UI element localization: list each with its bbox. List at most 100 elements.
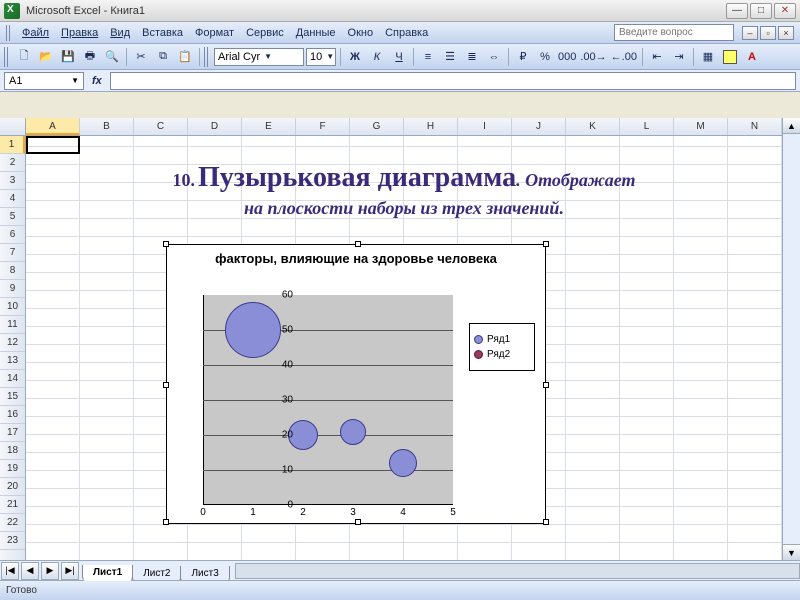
preview-icon[interactable]: 🔍: [102, 47, 122, 67]
row-header[interactable]: 8: [0, 262, 25, 280]
menu-view[interactable]: Вид: [104, 25, 136, 41]
column-header[interactable]: B: [80, 118, 134, 135]
comma-icon[interactable]: 000: [557, 47, 577, 67]
toolbar-grip[interactable]: [204, 47, 210, 67]
maximize-button[interactable]: □: [750, 3, 772, 19]
name-box[interactable]: A1▼: [4, 72, 84, 90]
menu-data[interactable]: Данные: [290, 25, 342, 41]
column-header[interactable]: F: [296, 118, 350, 135]
menu-help[interactable]: Справка: [379, 25, 434, 41]
column-header[interactable]: M: [674, 118, 728, 135]
embedded-chart[interactable]: факторы, влияющие на здоровье человека Р…: [166, 244, 546, 524]
toolbar-grip[interactable]: [6, 25, 12, 41]
horizontal-scrollbar[interactable]: [235, 563, 800, 579]
menu-format[interactable]: Формат: [189, 25, 240, 41]
font-name-combo[interactable]: Arial Cyr▼: [214, 48, 304, 66]
chart-legend[interactable]: Ряд1 Ряд2: [469, 323, 535, 371]
tab-first-button[interactable]: |◀: [1, 562, 19, 580]
increase-indent-icon[interactable]: ⇥: [669, 47, 689, 67]
align-left-icon[interactable]: ≡: [418, 47, 438, 67]
menu-file[interactable]: Файл: [16, 25, 55, 41]
menu-tools[interactable]: Сервис: [240, 25, 290, 41]
paste-icon[interactable]: 📋: [175, 47, 195, 67]
currency-icon[interactable]: ₽: [513, 47, 533, 67]
increase-decimal-icon[interactable]: .00→: [579, 47, 607, 67]
scroll-down-button[interactable]: ▼: [783, 544, 800, 560]
menu-insert[interactable]: Вставка: [136, 25, 189, 41]
close-button[interactable]: ✕: [774, 3, 796, 19]
align-right-icon[interactable]: ≣: [462, 47, 482, 67]
bold-button[interactable]: Ж: [345, 47, 365, 67]
row-header[interactable]: 18: [0, 442, 25, 460]
menu-window[interactable]: Окно: [342, 25, 380, 41]
percent-icon[interactable]: %: [535, 47, 555, 67]
cut-icon[interactable]: ✂: [131, 47, 151, 67]
row-header[interactable]: 16: [0, 406, 25, 424]
selection-handle[interactable]: [163, 241, 169, 247]
fill-color-icon[interactable]: [720, 47, 740, 67]
bubble-point[interactable]: [389, 449, 417, 477]
merge-center-icon[interactable]: ⇔: [484, 47, 504, 67]
column-header[interactable]: L: [620, 118, 674, 135]
selection-handle[interactable]: [543, 241, 549, 247]
sheet-tab[interactable]: Лист1: [82, 565, 133, 581]
font-color-icon[interactable]: A: [742, 47, 762, 67]
column-header[interactable]: G: [350, 118, 404, 135]
row-header[interactable]: 4: [0, 190, 25, 208]
row-header[interactable]: 14: [0, 370, 25, 388]
selection-handle[interactable]: [543, 519, 549, 525]
italic-button[interactable]: К: [367, 47, 387, 67]
worksheet-grid[interactable]: ABCDEFGHIJKLMN 1234567891011121314151617…: [0, 118, 800, 560]
scroll-up-button[interactable]: ▲: [783, 118, 800, 134]
formula-input[interactable]: [110, 72, 796, 90]
row-header[interactable]: 6: [0, 226, 25, 244]
align-center-icon[interactable]: ☰: [440, 47, 460, 67]
column-header[interactable]: H: [404, 118, 458, 135]
selection-handle[interactable]: [163, 519, 169, 525]
column-header[interactable]: I: [458, 118, 512, 135]
row-header[interactable]: 20: [0, 478, 25, 496]
mdi-minimize-button[interactable]: –: [742, 26, 758, 40]
fx-button[interactable]: fx: [88, 75, 106, 87]
selection-handle[interactable]: [543, 382, 549, 388]
save-icon[interactable]: 💾: [58, 47, 78, 67]
row-header[interactable]: 23: [0, 532, 25, 550]
row-header[interactable]: 11: [0, 316, 25, 334]
mdi-close-button[interactable]: ×: [778, 26, 794, 40]
new-icon[interactable]: 🗋: [14, 47, 34, 67]
tab-last-button[interactable]: ▶|: [61, 562, 79, 580]
vertical-scrollbar[interactable]: ▲ ▼: [782, 118, 800, 560]
toolbar-grip[interactable]: [4, 47, 10, 67]
menu-edit[interactable]: Правка: [55, 25, 104, 41]
copy-icon[interactable]: ⧉: [153, 47, 173, 67]
row-header[interactable]: 17: [0, 424, 25, 442]
column-header[interactable]: K: [566, 118, 620, 135]
row-header[interactable]: 21: [0, 496, 25, 514]
ask-a-question-input[interactable]: [614, 24, 734, 41]
row-header[interactable]: 19: [0, 460, 25, 478]
open-icon[interactable]: 📂: [36, 47, 56, 67]
column-header[interactable]: N: [728, 118, 782, 135]
row-header[interactable]: 3: [0, 172, 25, 190]
underline-button[interactable]: Ч: [389, 47, 409, 67]
tab-prev-button[interactable]: ◀: [21, 562, 39, 580]
select-all-corner[interactable]: [0, 118, 26, 136]
selection-handle[interactable]: [355, 241, 361, 247]
column-header[interactable]: C: [134, 118, 188, 135]
selection-handle[interactable]: [163, 382, 169, 388]
column-header[interactable]: E: [242, 118, 296, 135]
print-icon[interactable]: 🖶: [80, 47, 100, 67]
row-header[interactable]: 13: [0, 352, 25, 370]
tab-next-button[interactable]: ▶: [41, 562, 59, 580]
row-header[interactable]: 22: [0, 514, 25, 532]
decrease-indent-icon[interactable]: ⇤: [647, 47, 667, 67]
row-header[interactable]: 1: [0, 136, 25, 154]
mdi-restore-button[interactable]: ▫: [760, 26, 776, 40]
borders-icon[interactable]: ▦: [698, 47, 718, 67]
decrease-decimal-icon[interactable]: ←.00: [610, 47, 638, 67]
row-header[interactable]: 5: [0, 208, 25, 226]
bubble-point[interactable]: [340, 419, 366, 445]
row-header[interactable]: 9: [0, 280, 25, 298]
row-header[interactable]: 7: [0, 244, 25, 262]
column-header[interactable]: J: [512, 118, 566, 135]
